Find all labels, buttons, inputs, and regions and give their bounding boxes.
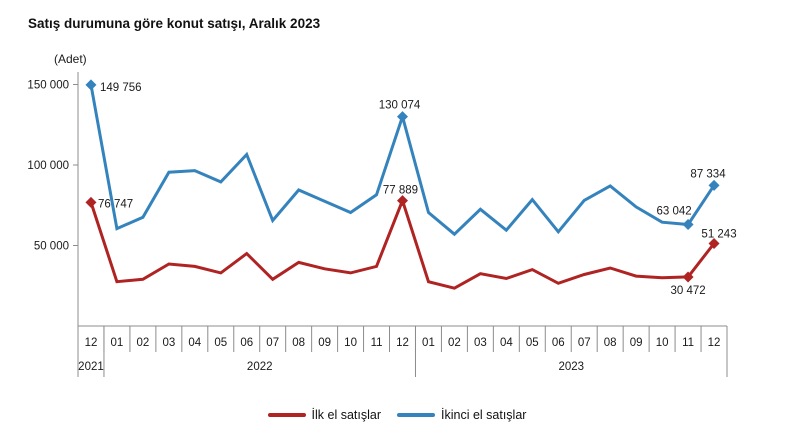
point-marker-0 bbox=[397, 195, 408, 207]
point-marker-0 bbox=[85, 196, 97, 208]
month-label: 04 bbox=[500, 337, 513, 349]
legend-label-first-hand: İlk el satışlar bbox=[311, 408, 381, 422]
legend-item-second-hand-sales: İkinci el satışlar bbox=[397, 408, 526, 422]
point-label-0: 76 747 bbox=[98, 198, 133, 210]
month-label: 01 bbox=[422, 337, 435, 349]
point-marker-1 bbox=[85, 79, 97, 91]
y-tick-label: 50 000 bbox=[34, 241, 69, 253]
month-label: 05 bbox=[214, 337, 227, 349]
point-marker-0 bbox=[708, 237, 720, 249]
point-marker-1 bbox=[397, 111, 408, 123]
month-label: 11 bbox=[371, 337, 383, 349]
first-hand-line-swatch-icon bbox=[267, 413, 306, 417]
legend-label-second-hand: İkinci el satışlar bbox=[441, 408, 527, 422]
point-marker-1 bbox=[682, 219, 694, 231]
month-label: 02 bbox=[448, 337, 461, 349]
month-label: 07 bbox=[578, 337, 591, 349]
series-line-0 bbox=[89, 196, 716, 290]
month-label: 12 bbox=[396, 337, 409, 349]
month-label: 10 bbox=[656, 337, 669, 349]
plot-area: 50 000 100 000 150 000 12 01 02 03 04 05 06 07 08 09… bbox=[27, 72, 737, 377]
month-label: 04 bbox=[188, 337, 201, 349]
point-label-1: 149 756 bbox=[100, 82, 142, 94]
point-marker-0 bbox=[682, 271, 694, 283]
point-marker-1 bbox=[708, 179, 720, 191]
month-label: 09 bbox=[318, 337, 331, 349]
month-label: 05 bbox=[526, 337, 539, 349]
year-label: 2022 bbox=[247, 361, 273, 373]
y-tick-label: 150 000 bbox=[27, 80, 69, 92]
point-label-1: 63 042 bbox=[656, 206, 691, 218]
point-label-0: 30 472 bbox=[670, 285, 705, 297]
chart-title: Satış durumuna göre konut satışı, Aralık… bbox=[28, 16, 321, 31]
month-label: 01 bbox=[111, 337, 124, 349]
legend: İlk el satışlar İkinci el satışlar bbox=[0, 408, 794, 422]
legend-item-first-hand-sales: İlk el satışlar bbox=[267, 408, 381, 422]
month-label: 12 bbox=[708, 337, 721, 349]
month-label: 09 bbox=[630, 337, 643, 349]
point-label-1: 130 074 bbox=[379, 100, 421, 112]
year-label: 2023 bbox=[558, 361, 584, 373]
y-tick-label: 100 000 bbox=[27, 160, 69, 172]
point-label-0: 51 243 bbox=[701, 228, 736, 240]
year-label: 2021 bbox=[78, 361, 104, 373]
month-label: 08 bbox=[292, 337, 305, 349]
month-label: 02 bbox=[137, 337, 150, 349]
month-label: 12 bbox=[85, 337, 98, 349]
month-label: 06 bbox=[552, 337, 565, 349]
month-label: 11 bbox=[682, 337, 694, 349]
month-label: 03 bbox=[162, 337, 175, 349]
month-label: 10 bbox=[344, 337, 357, 349]
second-hand-line-swatch-icon bbox=[397, 413, 435, 417]
month-label: 03 bbox=[474, 337, 487, 349]
point-label-0: 77 889 bbox=[383, 185, 418, 197]
month-label: 06 bbox=[240, 337, 253, 349]
month-label: 07 bbox=[266, 337, 279, 349]
point-label-1: 87 334 bbox=[690, 168, 726, 180]
month-label: 08 bbox=[604, 337, 617, 349]
y-axis-unit-label: (Adet) bbox=[54, 52, 87, 66]
